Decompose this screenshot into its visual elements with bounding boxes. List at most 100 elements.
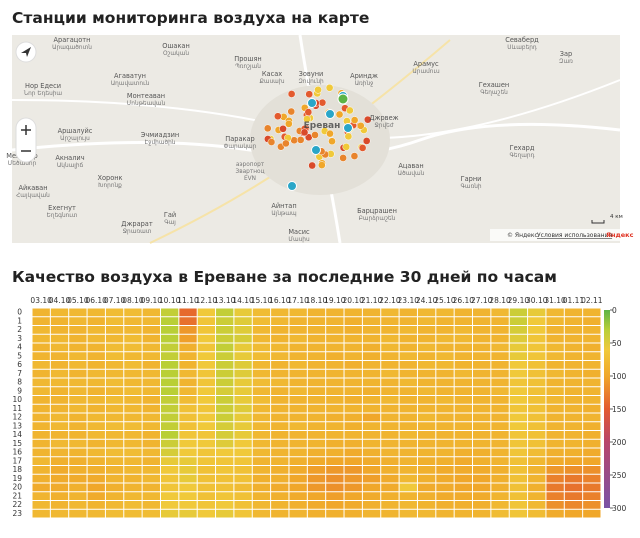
heat-cell <box>197 396 216 404</box>
heat-cell <box>252 387 271 395</box>
place-name-hy: Ջրվեժ <box>374 123 393 129</box>
zoom-in[interactable] <box>21 125 31 135</box>
heat-cell <box>528 431 546 439</box>
heat-cell <box>179 343 197 352</box>
x-tick-label: 31.10 <box>544 296 566 305</box>
heat-cell <box>473 308 491 317</box>
heat-cell <box>105 413 124 422</box>
heat-cell <box>271 501 289 509</box>
place-name: Гай <box>164 211 176 219</box>
heat-cell <box>564 448 583 457</box>
heat-cell <box>69 501 87 509</box>
heat-cell <box>160 431 179 439</box>
heat-cell <box>87 396 105 404</box>
heat-cell <box>436 396 454 404</box>
place-name: Ошакан <box>162 42 190 50</box>
y-tick-label: 13 <box>12 421 22 430</box>
heat-cell <box>216 308 234 317</box>
heat-cell <box>399 308 417 317</box>
heat-cell <box>289 387 307 395</box>
heat-cell <box>528 483 546 492</box>
place-name: Акналич <box>55 154 84 162</box>
y-tick-label: 9 <box>17 386 22 395</box>
station <box>317 161 326 169</box>
place-name-hy: Աղավատուն <box>111 81 150 87</box>
station <box>304 108 313 116</box>
heat-cell <box>454 369 473 378</box>
heat-cell <box>399 509 417 518</box>
heat-cell <box>87 509 105 518</box>
heat-cell <box>528 308 546 317</box>
heat-cell <box>399 334 417 343</box>
heat-cell <box>234 448 252 457</box>
heat-cell <box>105 501 124 509</box>
x-tick-label: 30.10 <box>526 296 548 305</box>
place-name: Хоронк <box>97 174 122 182</box>
heat-cell <box>234 439 252 448</box>
heat-cell <box>50 317 69 325</box>
heat-cell <box>289 483 307 492</box>
heat-cell <box>381 317 399 325</box>
heat-cell <box>546 509 564 518</box>
x-tick-label: 10.10 <box>159 296 181 305</box>
place-name-hy: Քասախ <box>259 79 284 85</box>
heat-cell <box>160 343 179 352</box>
heat-cell <box>252 492 271 500</box>
heat-cell <box>50 352 69 360</box>
heat-cell <box>87 378 105 387</box>
heat-cell <box>546 431 564 439</box>
heat-cell <box>197 343 216 352</box>
heat-cell <box>546 387 564 395</box>
station <box>314 85 322 94</box>
heat-cell <box>436 404 454 413</box>
heat-cell <box>234 413 252 422</box>
place-name: Касах <box>262 70 282 78</box>
heat-cell <box>326 378 344 387</box>
heat-cell <box>417 483 436 492</box>
heat-cell <box>252 413 271 422</box>
heat-cell <box>87 483 105 492</box>
map-logo[interactable]: Яндекс <box>606 231 634 239</box>
y-tick-label: 14 <box>12 430 22 439</box>
heat-cell <box>399 396 417 404</box>
heat-cell <box>179 483 197 492</box>
heat-cell <box>32 439 50 448</box>
heat-cell <box>105 378 124 387</box>
heat-cell <box>32 334 50 343</box>
place-name-hy: Արագածոտն <box>52 45 92 51</box>
heat-cell <box>564 378 583 387</box>
heat-cell <box>234 378 252 387</box>
place-name-hy: Զովունի <box>298 79 324 85</box>
heat-cell <box>307 492 326 500</box>
chart-title: Качество воздуха в Ереване за последние … <box>12 268 557 286</box>
heat-cell <box>528 334 546 343</box>
heat-cell <box>197 466 216 474</box>
x-tick-label: 28.10 <box>489 296 511 305</box>
heat-cell <box>142 308 160 317</box>
heat-cell <box>473 431 491 439</box>
y-tick-label: 19 <box>12 474 22 483</box>
heat-cell <box>142 439 160 448</box>
heat-cell <box>473 352 491 360</box>
x-tick-label: 24.10 <box>416 296 438 305</box>
heat-cell <box>381 448 399 457</box>
heat-cell <box>197 422 216 430</box>
place-name: Ацаван <box>398 162 423 170</box>
heat-cell <box>105 448 124 457</box>
heat-cell <box>216 422 234 430</box>
y-tick-label: 3 <box>17 334 22 343</box>
heat-cell <box>417 448 436 457</box>
x-tick-label: 06.10 <box>85 296 107 305</box>
heat-cell <box>583 396 601 404</box>
terms-link[interactable]: Условия использования <box>537 232 612 239</box>
heat-cell <box>307 466 326 474</box>
heat-cell <box>473 466 491 474</box>
heat-cell <box>32 483 50 492</box>
heat-cell <box>417 343 436 352</box>
heat-cell <box>87 326 105 334</box>
heat-cell <box>50 483 69 492</box>
heat-cell <box>179 466 197 474</box>
heat-cell <box>583 501 601 509</box>
heat-cell <box>546 492 564 500</box>
